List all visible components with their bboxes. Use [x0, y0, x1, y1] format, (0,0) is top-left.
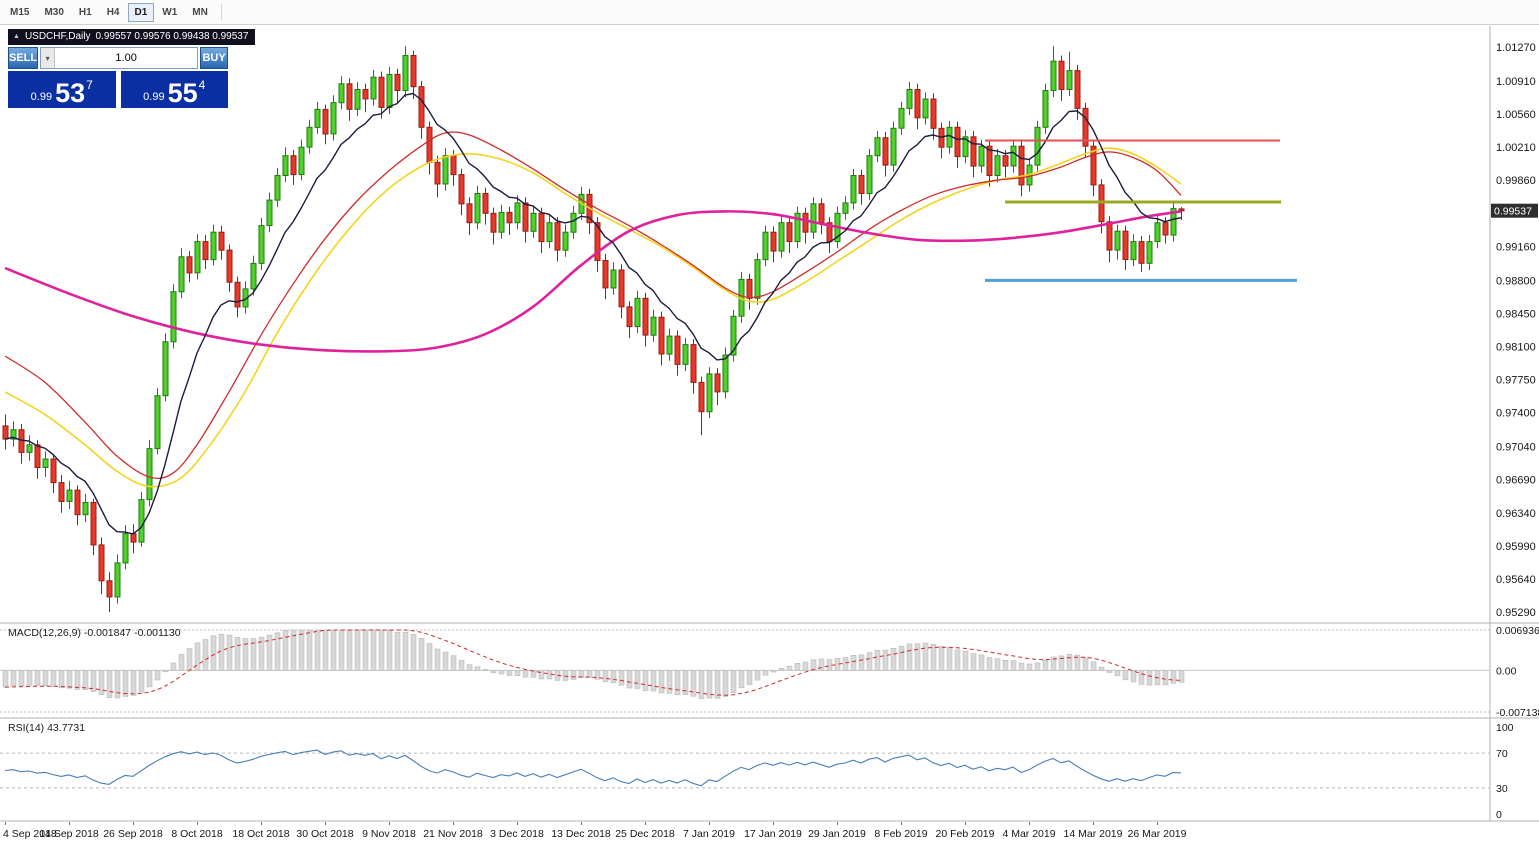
svg-text:8 Feb 2019: 8 Feb 2019	[874, 828, 927, 840]
svg-text:0.95640: 0.95640	[1496, 574, 1536, 586]
svg-text:0.98100: 0.98100	[1496, 342, 1536, 354]
symbol-title: USDCHF,Daily	[24, 31, 91, 42]
main-chart-plot[interactable]	[2, 46, 1297, 612]
svg-text:0.96690: 0.96690	[1496, 475, 1536, 487]
timeframe-button-h1[interactable]: H1	[72, 3, 99, 22]
toolbar-separator	[220, 4, 222, 20]
svg-text:0.95990: 0.95990	[1496, 541, 1536, 553]
svg-text:26 Sep 2018: 26 Sep 2018	[103, 828, 163, 840]
timeframe-button-w1[interactable]: W1	[155, 3, 184, 22]
trade-prices-row: 0.99 53 7 0.99 55 4	[8, 71, 228, 108]
svg-text:100: 100	[1496, 722, 1514, 734]
svg-text:0.00: 0.00	[1496, 665, 1517, 677]
candles-layer[interactable]	[2, 46, 1185, 612]
svg-text:0.95290: 0.95290	[1496, 607, 1536, 619]
macd-panel-plot[interactable]: 0.006936 0.00 -0.007138	[0, 625, 1539, 719]
svg-text:14 Mar 2019: 14 Mar 2019	[1064, 828, 1123, 840]
svg-text:1.01270: 1.01270	[1496, 42, 1536, 54]
svg-text:3 Dec 2018: 3 Dec 2018	[490, 828, 544, 840]
buy-price-display[interactable]: 0.99 55 4	[120, 71, 228, 108]
timeframe-button-mn[interactable]: MN	[185, 3, 215, 22]
rsi-line	[4, 749, 1182, 787]
ma-yellow	[4, 147, 1182, 488]
ma-red	[4, 131, 1182, 480]
svg-text:0: 0	[1496, 809, 1502, 821]
svg-text:18 Oct 2018: 18 Oct 2018	[232, 828, 289, 840]
timeframe-button-d1[interactable]: D1	[127, 2, 155, 22]
trade-buttons-row: SELL ▾ BUY	[8, 47, 228, 69]
ma-fast-black	[4, 92, 1182, 535]
timeframe-button-m15[interactable]: M15	[3, 3, 36, 22]
rsi-panel-plot[interactable]: 100 70 30 0	[0, 722, 1514, 821]
svg-text:29 Jan 2019: 29 Jan 2019	[808, 828, 866, 840]
timeframe-button-h4[interactable]: H4	[100, 3, 127, 22]
volume-input[interactable]	[55, 48, 198, 68]
svg-text:9 Nov 2018: 9 Nov 2018	[362, 828, 416, 840]
svg-text:0.96340: 0.96340	[1496, 508, 1536, 520]
svg-text:-0.007138: -0.007138	[1496, 707, 1539, 719]
collapse-panel-icon[interactable]: ▲	[13, 32, 20, 40]
current-price-value: 0.99537	[1494, 206, 1532, 218]
ohlc-readout: 0.99557 0.99576 0.99438 0.99537	[95, 31, 249, 42]
trendline-layer[interactable]	[985, 139, 1297, 282]
svg-text:25 Dec 2018: 25 Dec 2018	[615, 828, 675, 840]
sell-button[interactable]: SELL	[8, 47, 39, 69]
svg-text:14 Sep 2018: 14 Sep 2018	[39, 828, 99, 840]
svg-text:30: 30	[1496, 783, 1508, 795]
svg-text:17 Jan 2019: 17 Jan 2019	[744, 828, 802, 840]
svg-text:70: 70	[1496, 748, 1508, 760]
timeframe-toolbar: M15 M30 H1 H4 D1 W1 MN	[0, 0, 1539, 25]
ma-magenta	[4, 210, 1182, 353]
timeframe-button-m30[interactable]: M30	[37, 3, 70, 22]
svg-text:4 Mar 2019: 4 Mar 2019	[1002, 828, 1055, 840]
svg-text:21 Nov 2018: 21 Nov 2018	[423, 828, 483, 840]
svg-text:0.97040: 0.97040	[1496, 442, 1536, 454]
svg-text:0.99160: 0.99160	[1496, 241, 1536, 253]
macd-signal-line	[4, 629, 1182, 696]
svg-text:0.98450: 0.98450	[1496, 309, 1536, 321]
buy-price-prefix: 0.99	[143, 91, 165, 103]
volume-control[interactable]: ▾	[40, 47, 199, 69]
buy-button[interactable]: BUY	[200, 47, 228, 69]
sell-price-sup: 7	[86, 78, 93, 92]
svg-text:0.97750: 0.97750	[1496, 375, 1536, 387]
svg-text:1.00560: 1.00560	[1496, 109, 1536, 121]
volume-dropdown-icon[interactable]: ▾	[41, 48, 56, 68]
current-price-badge	[1491, 203, 1538, 218]
svg-text:20 Feb 2019: 20 Feb 2019	[936, 828, 995, 840]
svg-text:0.99860: 0.99860	[1496, 175, 1536, 187]
svg-text:0.97400: 0.97400	[1496, 408, 1536, 420]
svg-text:0.98800: 0.98800	[1496, 275, 1536, 287]
price-axis[interactable]: 1.01270 1.00910 1.00560 1.00210 0.99860 0.995…	[1491, 42, 1538, 619]
sell-price-display[interactable]: 0.99 53 7	[8, 71, 116, 108]
sell-price-big: 53	[55, 78, 86, 108]
svg-text:4 Sep 2018: 4 Sep 2018	[3, 828, 57, 840]
macd-histogram	[2, 629, 1185, 699]
svg-text:30 Oct 2018: 30 Oct 2018	[296, 828, 353, 840]
svg-text:13 Dec 2018: 13 Dec 2018	[551, 828, 611, 840]
svg-text:1.00210: 1.00210	[1496, 142, 1536, 154]
buy-price-sup: 4	[198, 78, 206, 92]
svg-text:0.006936: 0.006936	[1496, 625, 1539, 637]
chart-header[interactable]: ▲ USDCHF,Daily 0.99557 0.99576 0.99438 0…	[8, 29, 256, 45]
rsi-label: RSI(14) 43.7731	[8, 722, 86, 734]
svg-text:26 Mar 2019: 26 Mar 2019	[1128, 828, 1187, 840]
macd-label: MACD(12,26,9) -0.001847 -0.001130	[8, 627, 181, 639]
svg-text:7 Jan 2019: 7 Jan 2019	[683, 828, 735, 840]
svg-text:8 Oct 2018: 8 Oct 2018	[171, 828, 223, 840]
buy-price-big: 55	[167, 78, 198, 108]
svg-text:1.00910: 1.00910	[1496, 76, 1536, 88]
sell-price-prefix: 0.99	[30, 91, 53, 103]
